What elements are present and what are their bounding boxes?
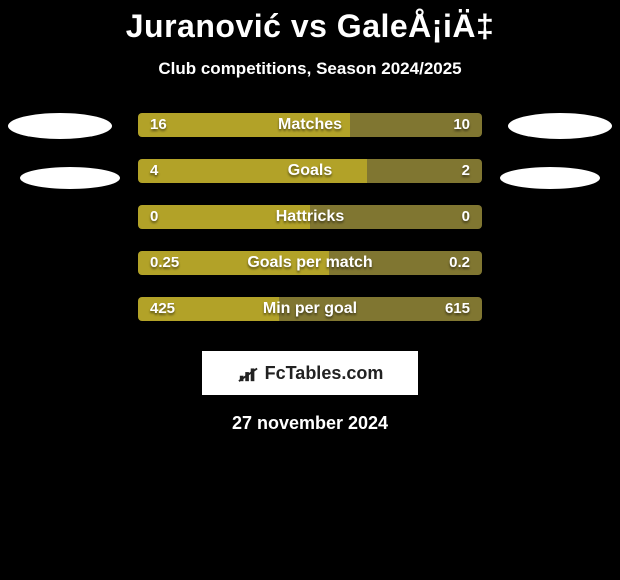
player-ellipse bbox=[508, 113, 612, 139]
value-right: 0 bbox=[462, 205, 470, 229]
value-left: 0.25 bbox=[150, 251, 179, 275]
bar-track bbox=[138, 159, 482, 183]
value-left: 16 bbox=[150, 113, 167, 137]
value-left: 0 bbox=[150, 205, 158, 229]
bar-left bbox=[138, 113, 350, 137]
page-subtitle: Club competitions, Season 2024/2025 bbox=[0, 59, 620, 79]
bar-track bbox=[138, 113, 482, 137]
bar-track bbox=[138, 251, 482, 275]
logo: FcTables.com bbox=[237, 363, 384, 384]
page-title: Juranović vs GaleÅ¡iÄ‡ bbox=[0, 0, 620, 45]
comparison-chart: 1610Matches42Goals00Hattricks0.250.2Goal… bbox=[0, 113, 620, 343]
bar-left bbox=[138, 205, 310, 229]
value-right: 0.2 bbox=[449, 251, 470, 275]
value-right: 2 bbox=[462, 159, 470, 183]
logo-box: FcTables.com bbox=[202, 351, 418, 395]
value-left: 4 bbox=[150, 159, 158, 183]
bar-left bbox=[138, 159, 367, 183]
stat-row: 00Hattricks bbox=[0, 205, 620, 251]
bar-track bbox=[138, 205, 482, 229]
value-right: 10 bbox=[453, 113, 470, 137]
stat-row: 425615Min per goal bbox=[0, 297, 620, 343]
player-ellipse bbox=[500, 167, 600, 189]
value-right: 615 bbox=[445, 297, 470, 321]
player-ellipse bbox=[20, 167, 120, 189]
bar-right bbox=[310, 205, 482, 229]
stat-row: 0.250.2Goals per match bbox=[0, 251, 620, 297]
value-left: 425 bbox=[150, 297, 175, 321]
player-ellipse bbox=[8, 113, 112, 139]
bar-track bbox=[138, 297, 482, 321]
logo-text: FcTables.com bbox=[265, 363, 384, 384]
date-label: 27 november 2024 bbox=[0, 413, 620, 434]
bar-chart-icon bbox=[237, 363, 259, 383]
